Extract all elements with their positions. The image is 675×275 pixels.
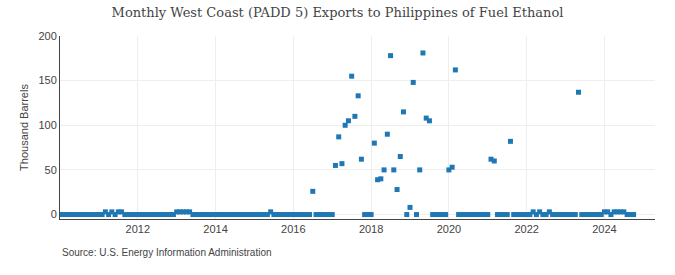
svg-text:2016: 2016 bbox=[281, 223, 305, 235]
svg-text:2018: 2018 bbox=[359, 223, 383, 235]
svg-text:100: 100 bbox=[38, 119, 56, 131]
svg-text:2012: 2012 bbox=[126, 223, 150, 235]
svg-text:Monthly West Coast (PADD 5) Ex: Monthly West Coast (PADD 5) Exports to P… bbox=[112, 5, 564, 20]
svg-text:200: 200 bbox=[38, 30, 56, 42]
svg-text:2024: 2024 bbox=[592, 223, 616, 235]
svg-text:Source: U.S. Energy Informatio: Source: U.S. Energy Information Administ… bbox=[62, 247, 272, 258]
svg-text:Thousand Barrels: Thousand Barrels bbox=[18, 84, 30, 171]
svg-text:2022: 2022 bbox=[514, 223, 538, 235]
svg-text:0: 0 bbox=[51, 208, 57, 220]
svg-text:2020: 2020 bbox=[437, 223, 461, 235]
svg-text:2014: 2014 bbox=[203, 223, 227, 235]
svg-text:50: 50 bbox=[45, 164, 57, 176]
svg-text:150: 150 bbox=[38, 74, 56, 86]
